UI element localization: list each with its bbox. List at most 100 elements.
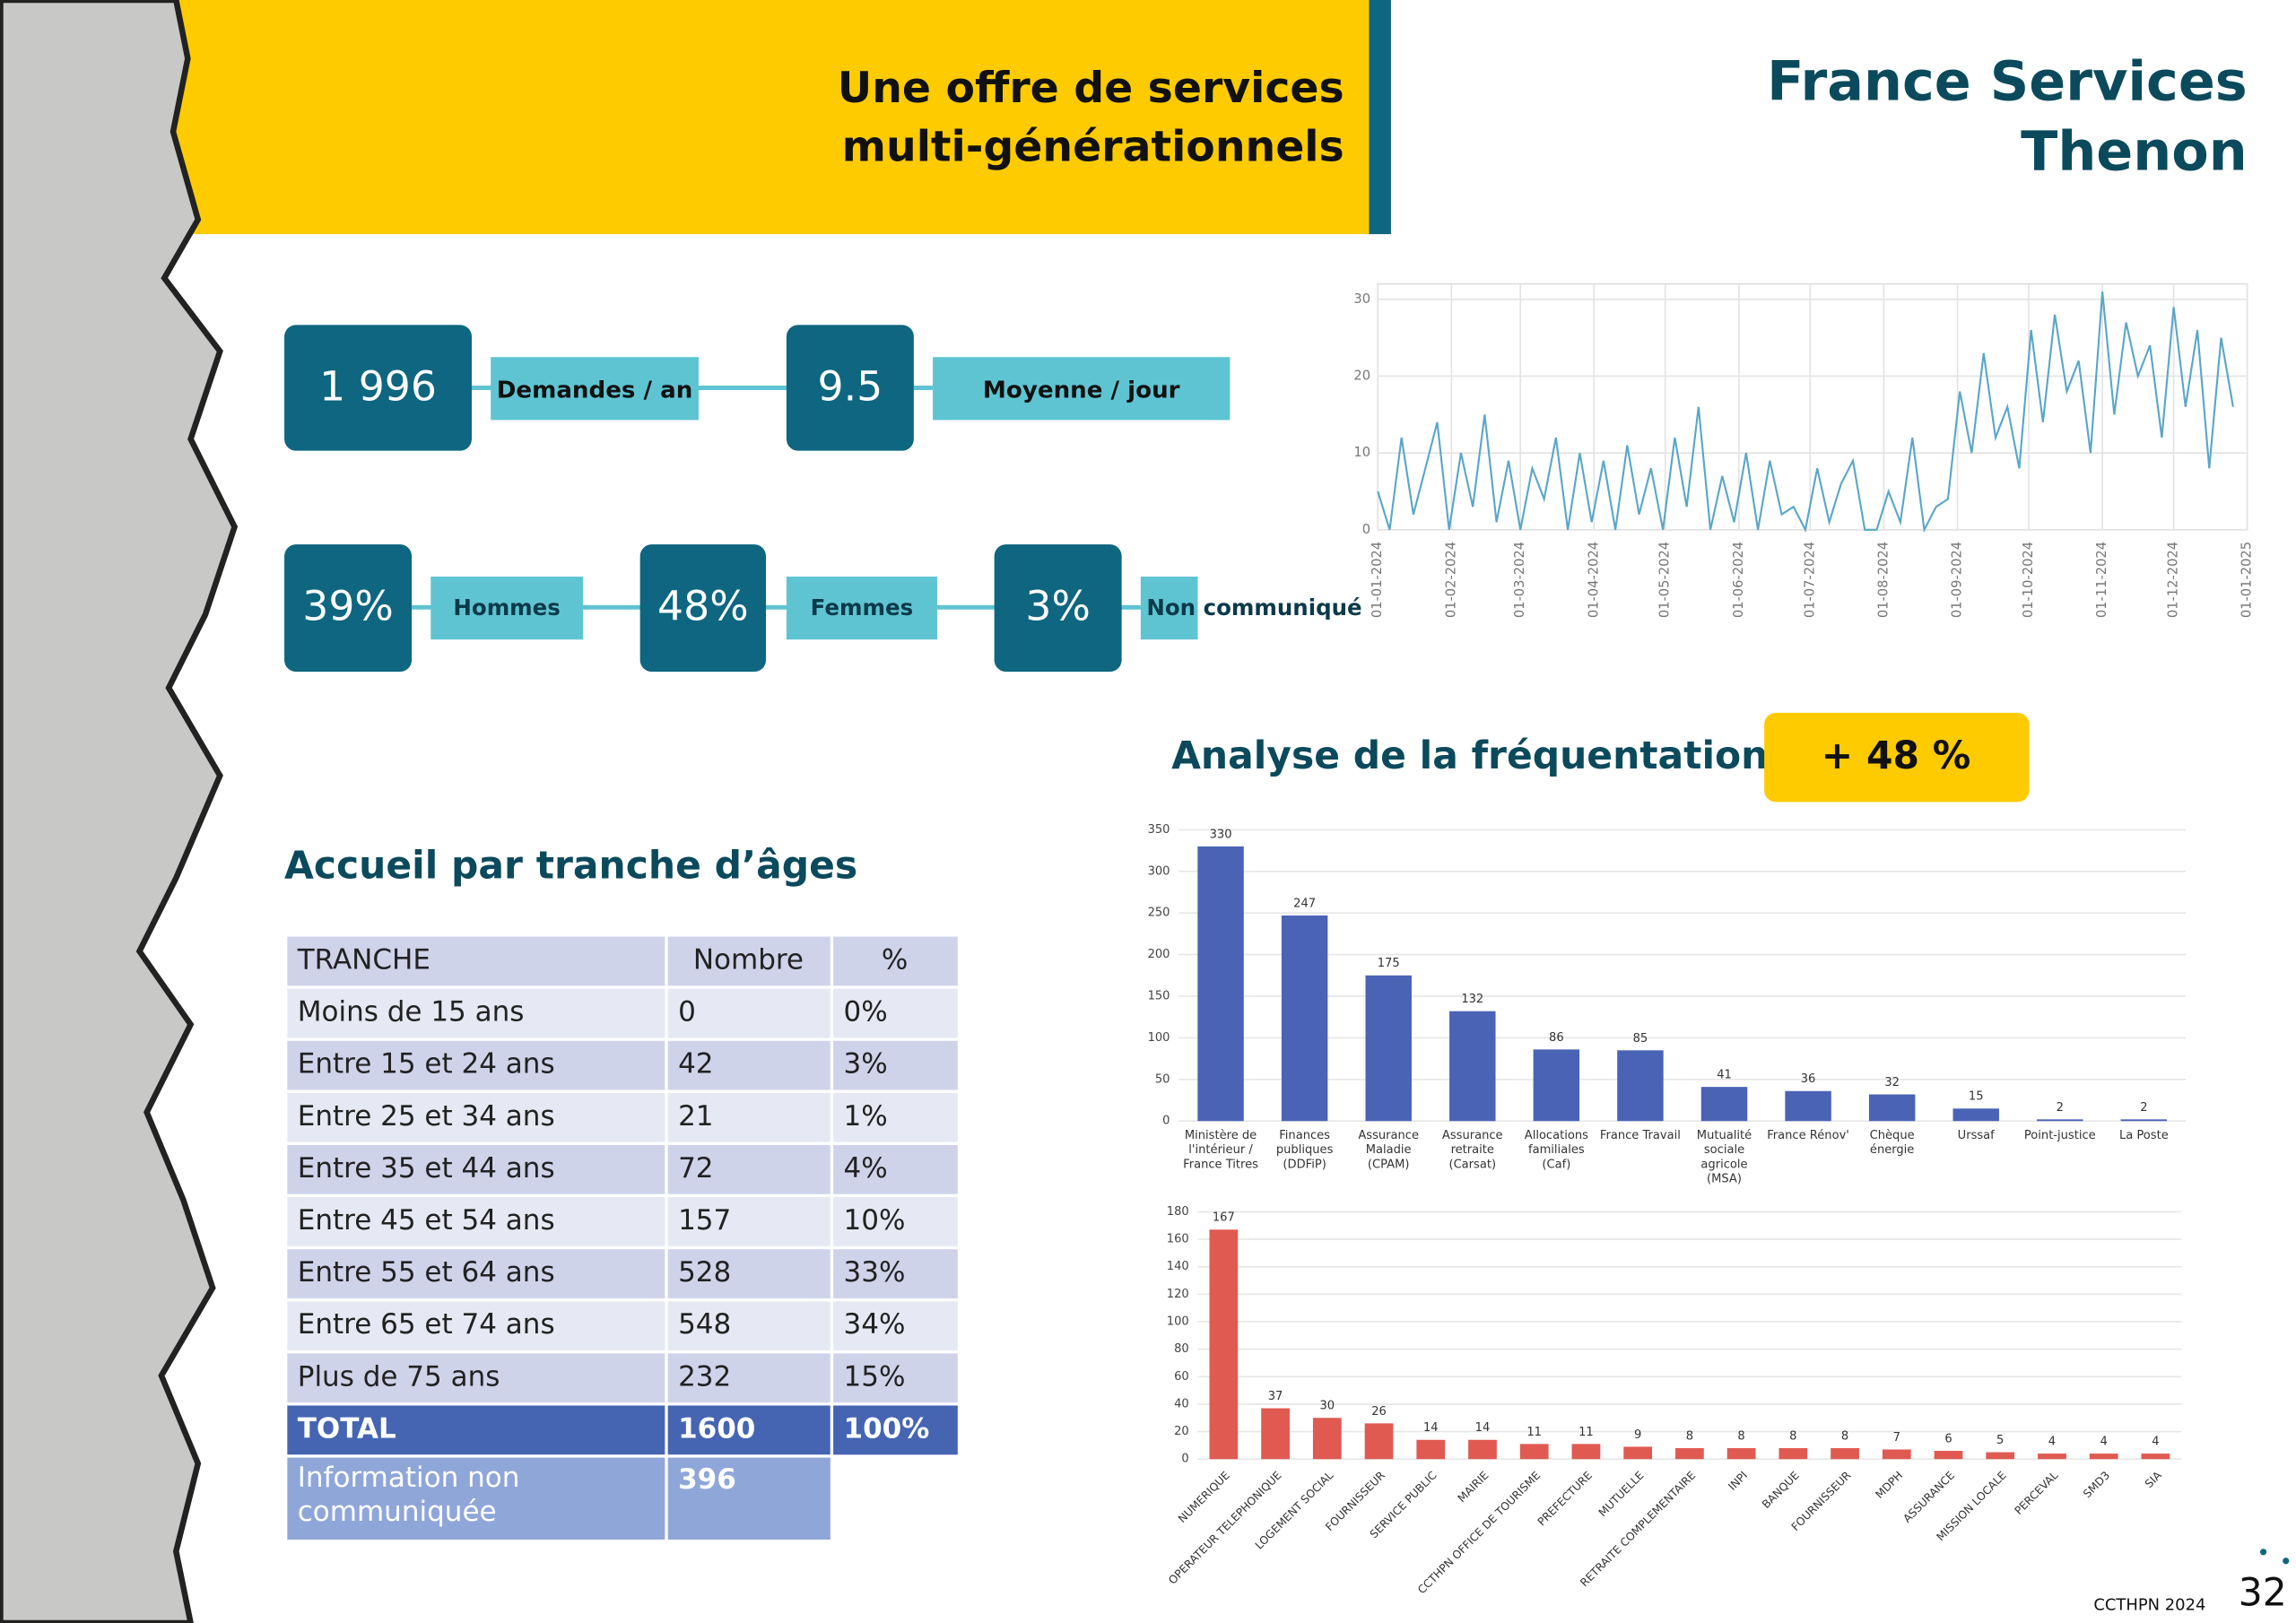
- gender-label: Non communiqué: [1146, 595, 1361, 621]
- bar: [2037, 1119, 2083, 1122]
- x-tick-label: France Travail: [1599, 1128, 1681, 1142]
- y-tick-label: 20: [1174, 1425, 1189, 1438]
- header-accent: [1369, 0, 1391, 235]
- bar: [1675, 1447, 1704, 1460]
- bar: [1726, 1447, 1756, 1460]
- y-tick-label: 0: [1162, 1115, 1170, 1128]
- decor-dot: [2259, 1549, 2267, 1556]
- table-cell-text: 157: [678, 1204, 731, 1237]
- value-label: 4: [2100, 1436, 2108, 1449]
- value-label: 11: [1578, 1426, 1594, 1439]
- table-cell-text: TOTAL: [298, 1412, 396, 1445]
- x-tick-label: 01-09-2024: [1950, 542, 1965, 618]
- x-tick-label: Mutualité sociale agricole (MSA): [1696, 1128, 1752, 1186]
- bar: [1468, 1439, 1497, 1460]
- gender-box: [994, 544, 1122, 673]
- x-tick-label: La Poste: [2118, 1128, 2169, 1142]
- table-cell-text: 72: [678, 1152, 713, 1185]
- value-label: 9: [1634, 1428, 1641, 1442]
- x-tick-label-box: Ministère de l'intérieur / France Titres: [1183, 1128, 1258, 1170]
- table-cell: [284, 1245, 668, 1302]
- x-tick-label: Finances publiques (DDFiP): [1275, 1128, 1334, 1171]
- value-label: 2: [2140, 1101, 2147, 1115]
- x-tick-label: 01-11-2024: [2094, 542, 2109, 618]
- kpi-value: 9.5: [818, 363, 883, 411]
- bar: [1364, 1423, 1394, 1460]
- page-number: 32: [2239, 1571, 2287, 1615]
- x-tick-label-box: La Poste: [2118, 1128, 2169, 1142]
- value-label: 30: [1319, 1400, 1335, 1413]
- series-line: [1377, 291, 2234, 534]
- bar: [1519, 1444, 1549, 1460]
- bar: [1623, 1446, 1653, 1460]
- x-tick-label-box: France Rénov': [1767, 1128, 1849, 1142]
- value-label: 15: [1969, 1090, 1984, 1104]
- table-cell-text: 4%: [844, 1152, 888, 1185]
- kpi-box: [786, 325, 914, 451]
- table-note-box: Information non communiquée: [298, 1462, 520, 1527]
- section-title: Analyse de la fréquentation: [1171, 734, 1768, 778]
- gender-label-box: [786, 577, 937, 640]
- x-tick-label: 01-06-2024: [1731, 542, 1746, 618]
- x-tick-label: 01-01-2024: [1370, 542, 1385, 618]
- x-tick-label-box: Chèque énergie: [1869, 1128, 1915, 1157]
- x-tick-label: 01-02-2024: [1443, 542, 1458, 618]
- brand-title: France Services: [1767, 50, 2248, 113]
- table-cell-text: 100%: [844, 1412, 930, 1445]
- value-label: 85: [1633, 1032, 1648, 1046]
- x-tick-label-box: Urssaf: [1958, 1128, 1995, 1141]
- table-cell: [284, 985, 668, 1041]
- value-label: 175: [1378, 957, 1400, 970]
- value-label: 7: [1893, 1431, 1900, 1445]
- y-tick-label: 0: [1181, 1453, 1188, 1466]
- value-label: 8: [1841, 1429, 1848, 1443]
- bar: [1281, 915, 1328, 1122]
- table-cell-text: Entre 15 et 24 ans: [298, 1048, 555, 1081]
- y-tick-label: 0: [1362, 522, 1370, 537]
- torn-paper: [0, 0, 239, 1623]
- x-tick-label: France Rénov': [1767, 1128, 1849, 1142]
- table-cell-text: 0: [678, 996, 696, 1028]
- table-cell-text: Nombre: [693, 943, 804, 976]
- bar: [1868, 1094, 1916, 1122]
- table-cell: [284, 1454, 668, 1543]
- x-tick-label: Chèque énergie: [1869, 1128, 1915, 1157]
- y-tick-label: 10: [1353, 445, 1370, 460]
- gender-box: [639, 544, 767, 673]
- y-tick-label: 150: [1148, 989, 1170, 1002]
- table-cell-text: 1600: [678, 1412, 755, 1445]
- value-label: 330: [1210, 828, 1232, 841]
- table-cell-text: Entre 55 et 64 ans: [298, 1256, 555, 1289]
- header-title: multi-générationnels: [842, 122, 1344, 171]
- x-tick-label: 01-01-2025: [2239, 542, 2255, 618]
- kpi-label-box: [933, 357, 1231, 421]
- x-tick-label-box: Point-justice: [2024, 1128, 2096, 1141]
- table-cell-text: 528: [678, 1256, 731, 1289]
- x-tick-label: 01-05-2024: [1657, 542, 1673, 618]
- x-tick-label: Assurance retraite (Carsat): [1441, 1128, 1503, 1171]
- table-cell-text: Entre 35 et 44 ans: [298, 1152, 555, 1185]
- table-cell-text: 548: [678, 1308, 731, 1341]
- value-label: 8: [1789, 1429, 1796, 1443]
- value-label: 2: [2057, 1101, 2064, 1115]
- bar: [1197, 846, 1244, 1122]
- x-tick-label: Allocations familiales (Caf): [1524, 1128, 1588, 1171]
- value-label: 8: [1737, 1429, 1744, 1443]
- bar: [2089, 1454, 2118, 1460]
- y-tick-label: 350: [1148, 823, 1170, 837]
- decor-dot: [2283, 1558, 2290, 1565]
- content: Une offre de services multi-générationnel…: [284, 50, 2290, 1615]
- bar: [1209, 1229, 1239, 1460]
- x-tick-label: 01-07-2024: [1802, 542, 1817, 618]
- table-cell-text: Plus de 75 ans: [298, 1360, 500, 1393]
- bar: [1785, 1090, 1831, 1122]
- value-label: 132: [1461, 993, 1483, 1006]
- table-cell-text: 0%: [844, 996, 888, 1028]
- table-cell: [284, 1141, 668, 1198]
- y-tick-label: 100: [1148, 1031, 1170, 1045]
- table-cell: [830, 1245, 961, 1302]
- gender-label-box: [1140, 577, 1198, 640]
- bar: [2038, 1454, 2066, 1460]
- y-tick-label: 20: [1353, 368, 1370, 383]
- table-cell-text: 33%: [844, 1256, 906, 1289]
